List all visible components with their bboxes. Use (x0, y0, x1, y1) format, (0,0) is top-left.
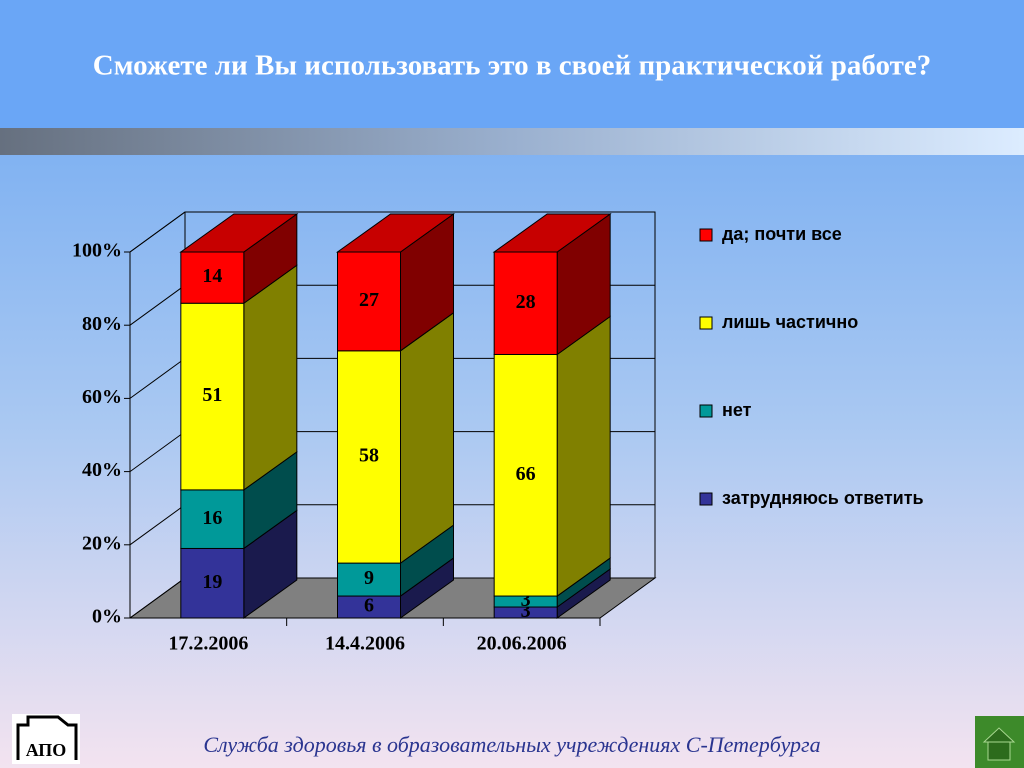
x-tick-label: 17.2.2006 (168, 633, 248, 655)
data-label: 28 (516, 291, 536, 313)
data-label: 66 (516, 463, 536, 485)
data-label: 3 (521, 589, 531, 611)
legend-swatch (699, 404, 713, 418)
bar (493, 251, 558, 355)
y-tick-label: 0% (92, 606, 122, 628)
x-tick-label: 14.4.2006 (325, 633, 405, 655)
header-stripe (0, 128, 1024, 155)
bar-side (556, 315, 611, 598)
data-label: 6 (364, 595, 374, 617)
y-tick-label: 60% (82, 386, 122, 408)
grid-line (129, 504, 186, 546)
legend-label: нет (722, 400, 752, 420)
x-tick-label: 20.06.2006 (477, 633, 567, 655)
bar (180, 547, 245, 619)
grid-line (129, 357, 186, 399)
bar (180, 302, 245, 491)
legend-swatch (699, 316, 713, 330)
grid-line (129, 284, 186, 326)
y-tick-label: 80% (82, 313, 122, 335)
legend-swatch (699, 228, 713, 242)
bar (337, 251, 401, 352)
data-label: 27 (359, 289, 379, 311)
bar (337, 562, 401, 597)
legend-swatch (699, 492, 713, 506)
legend-label: лишь частично (722, 312, 858, 332)
data-label: 19 (202, 571, 222, 593)
legend-label: да; почти все (722, 224, 842, 244)
bar (337, 350, 401, 564)
bar-side (400, 311, 454, 565)
legend-label: затрудняюсь ответить (722, 488, 924, 508)
home-button[interactable] (975, 716, 1024, 768)
data-label: 58 (359, 445, 379, 467)
bar-side (243, 264, 298, 491)
grid-line (129, 431, 186, 473)
grid-line (129, 577, 186, 619)
svg-text:АПО: АПО (26, 740, 67, 760)
data-label: 16 (202, 507, 222, 529)
y-tick-label: 40% (82, 459, 122, 481)
header (0, 0, 1024, 128)
logo: АПО (12, 714, 80, 764)
grid-line (129, 211, 186, 253)
footer: Служба здоровья в образовательных учрежд… (203, 732, 820, 757)
data-label: 14 (202, 265, 222, 287)
bar (180, 489, 245, 549)
y-tick-label: 20% (82, 532, 122, 554)
bar-top (179, 213, 299, 253)
y-tick-label: 100% (72, 240, 122, 262)
bar-top (492, 213, 612, 253)
bar-top (335, 213, 456, 253)
data-label: 3 (521, 600, 531, 622)
bar (180, 251, 245, 304)
bar (493, 353, 558, 597)
chart-title: Сможете ли Вы использовать это в своей п… (93, 50, 931, 82)
data-label: 9 (364, 567, 374, 589)
data-label: 51 (202, 384, 222, 406)
